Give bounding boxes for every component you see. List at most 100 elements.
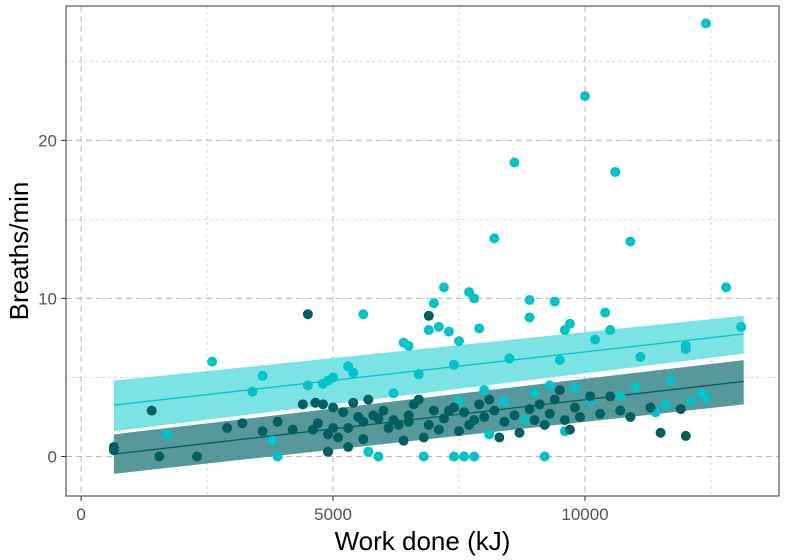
data-point-series-2 — [418, 432, 429, 443]
data-point-series-2 — [489, 405, 500, 416]
data-point-series-2 — [479, 411, 490, 422]
data-point-series-1 — [660, 399, 671, 410]
data-point-series-1 — [433, 321, 444, 332]
data-point-series-1 — [524, 312, 535, 323]
fit-line-1 — [113, 333, 744, 406]
data-point-series-2 — [272, 416, 283, 427]
data-point-series-1 — [736, 321, 747, 332]
data-point-series-2 — [595, 408, 606, 419]
data-point-series-1 — [554, 355, 565, 366]
data-point-series-2 — [343, 423, 354, 434]
data-point-series-1 — [413, 369, 424, 380]
data-point-series-2 — [564, 424, 575, 435]
data-point-series-2 — [338, 407, 349, 418]
data-point-series-1 — [544, 380, 555, 391]
data-point-series-1 — [373, 451, 384, 462]
data-point-series-1 — [580, 91, 591, 102]
data-point-series-2 — [287, 424, 298, 435]
data-point-series-1 — [509, 157, 520, 168]
data-point-series-2 — [343, 442, 354, 452]
data-point-series-1 — [610, 166, 621, 177]
data-point-series-1 — [272, 451, 283, 462]
data-point-series-2 — [645, 402, 656, 413]
data-point-series-1 — [489, 233, 500, 244]
data-point-series-1 — [665, 375, 676, 386]
data-point-series-1 — [524, 295, 535, 305]
data-point-series-2 — [539, 419, 550, 430]
data-point-series-2 — [524, 404, 535, 415]
data-point-series-1 — [564, 318, 575, 329]
data-point-series-2 — [310, 397, 321, 408]
data-point-series-2 — [655, 427, 666, 438]
data-point-series-2 — [237, 418, 248, 429]
plot-border — [65, 5, 780, 497]
data-point-series-2 — [348, 397, 359, 408]
data-point-series-1 — [519, 415, 530, 426]
data-point-series-2 — [312, 418, 323, 429]
data-point-series-1 — [448, 451, 459, 462]
data-point-series-2 — [398, 435, 409, 446]
data-point-series-2 — [605, 391, 616, 402]
data-point-series-1 — [348, 367, 359, 378]
data-point-series-1 — [529, 388, 540, 399]
data-point-series-1 — [403, 340, 414, 351]
data-point-series-1 — [504, 353, 515, 364]
data-point-series-2 — [423, 419, 434, 430]
data-point-series-1 — [685, 396, 696, 407]
data-point-series-1 — [484, 429, 495, 440]
data-point-series-2 — [192, 451, 203, 462]
y-tick-label: 10 — [38, 289, 57, 308]
fit-line-2 — [113, 380, 744, 455]
data-point-series-2 — [428, 405, 439, 416]
data-point-series-1 — [700, 18, 711, 29]
data-point-series-1 — [625, 236, 636, 247]
data-point-series-1 — [469, 293, 480, 304]
data-point-series-1 — [302, 380, 313, 391]
data-point-series-2 — [625, 411, 636, 422]
data-point-series-1 — [358, 309, 369, 320]
data-point-series-2 — [499, 416, 510, 427]
data-point-series-2 — [317, 399, 328, 410]
data-point-series-2 — [549, 394, 560, 405]
y-axis-ticks: 0 10 20 — [38, 131, 66, 466]
data-point-series-1 — [635, 351, 646, 362]
data-point-series-2 — [333, 432, 344, 443]
data-points — [108, 18, 747, 462]
fit-lines — [113, 333, 744, 455]
data-point-series-2 — [302, 309, 313, 320]
y-tick-label: 20 — [38, 131, 57, 150]
data-point-series-1 — [549, 296, 560, 307]
data-point-series-1 — [539, 451, 550, 462]
data-point-series-2 — [474, 399, 485, 410]
data-point-series-2 — [423, 310, 434, 321]
data-point-series-2 — [484, 394, 495, 405]
data-point-series-2 — [257, 426, 268, 437]
data-point-series-2 — [358, 416, 369, 427]
data-point-series-1 — [499, 396, 510, 407]
data-point-series-1 — [469, 451, 480, 462]
data-point-series-2 — [413, 394, 424, 405]
data-point-series-1 — [700, 393, 711, 403]
x-tick-label: 0 — [76, 505, 85, 524]
data-point-series-2 — [323, 446, 334, 457]
x-axis-title: Work done (kJ) — [335, 526, 511, 556]
major-grid — [66, 6, 779, 496]
data-point-series-2 — [494, 432, 505, 443]
data-point-series-1 — [438, 282, 449, 293]
data-point-series-2 — [680, 430, 691, 441]
data-point-series-1 — [328, 372, 339, 383]
data-point-series-2 — [222, 423, 233, 434]
x-axis-ticks: 0 5000 10000 — [76, 496, 609, 524]
data-point-series-1 — [207, 356, 218, 367]
data-point-series-1 — [363, 446, 374, 457]
data-point-series-2 — [433, 424, 444, 435]
data-point-series-1 — [161, 429, 172, 440]
data-point-series-1 — [630, 381, 641, 392]
data-point-series-2 — [569, 402, 580, 413]
data-point-series-2 — [438, 413, 449, 424]
y-tick-label: 0 — [48, 447, 57, 466]
data-point-series-2 — [554, 385, 565, 396]
data-point-series-2 — [146, 405, 157, 416]
data-point-series-2 — [403, 416, 414, 427]
